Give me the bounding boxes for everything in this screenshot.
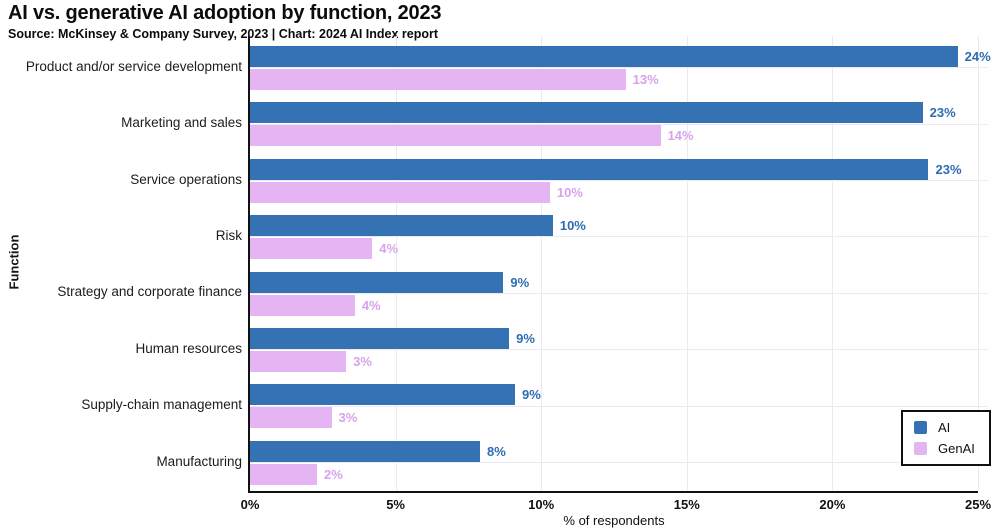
legend-label: AI bbox=[938, 420, 951, 435]
ai-value-label: 23% bbox=[935, 161, 962, 177]
y-gridline bbox=[250, 123, 988, 125]
legend-item-genai[interactable]: GenAI bbox=[914, 441, 975, 456]
genai-value-label: 2% bbox=[323, 466, 343, 482]
chart-subtitle: Source: McKinsey & Company Survey, 2023 … bbox=[8, 27, 439, 41]
category-label: Strategy and corporate finance bbox=[57, 284, 242, 300]
ai-value-label: 8% bbox=[487, 443, 506, 459]
ai-value-label: 23% bbox=[929, 105, 956, 121]
genai-value-label: 14% bbox=[667, 128, 694, 144]
y-gridline bbox=[250, 67, 988, 69]
legend-swatch-icon bbox=[914, 421, 927, 434]
bar-group: 9% 3% bbox=[250, 321, 978, 377]
ai-bar[interactable] bbox=[250, 158, 929, 180]
x-tick-label: 15% bbox=[673, 497, 700, 512]
x-tick-label: 5% bbox=[386, 497, 405, 512]
y-gridline bbox=[250, 180, 988, 181]
category-label: Human resources bbox=[135, 340, 242, 356]
bar-rows: 24% 13% 23% 14% 23% 10% 10% 4% 9% 4% 9% … bbox=[250, 39, 991, 490]
x-tick-label: 25% bbox=[964, 497, 992, 512]
x-axis-label: % of respondents bbox=[563, 513, 665, 528]
category-label: Service operations bbox=[130, 171, 242, 187]
category-axis: Product and/or service development Market… bbox=[0, 39, 242, 490]
ai-bar[interactable] bbox=[250, 271, 504, 293]
y-gridline bbox=[250, 349, 988, 351]
genai-value-label: 4% bbox=[361, 297, 381, 313]
ai-value-label: 9% bbox=[516, 330, 535, 346]
legend: AI GenAI bbox=[901, 410, 991, 466]
y-gridline bbox=[250, 462, 988, 463]
genai-bar[interactable] bbox=[250, 181, 550, 203]
ai-bar[interactable] bbox=[250, 327, 510, 349]
genai-value-label: 13% bbox=[632, 72, 659, 87]
x-tick-label: 0% bbox=[240, 497, 260, 512]
genai-value-label: 10% bbox=[556, 184, 583, 200]
category-label: Manufacturing bbox=[156, 453, 242, 469]
x-gridline bbox=[541, 36, 543, 491]
x-gridline bbox=[978, 36, 979, 491]
legend-label: GenAI bbox=[938, 441, 975, 456]
ai-bar[interactable] bbox=[250, 384, 515, 406]
ai-bar[interactable] bbox=[250, 102, 923, 124]
category-label: Risk bbox=[215, 227, 242, 243]
x-gridline bbox=[686, 36, 688, 491]
category-label: Marketing and sales bbox=[121, 115, 242, 131]
bar-group: 8% 2% bbox=[250, 434, 978, 490]
genai-value-label: 3% bbox=[338, 410, 358, 426]
genai-bar[interactable] bbox=[250, 125, 661, 147]
genai-bar[interactable] bbox=[250, 350, 347, 372]
bar-group: 9% 3% bbox=[250, 377, 978, 433]
ai-value-label: 24% bbox=[964, 49, 991, 64]
chart-title: AI vs. generative AI adoption by functio… bbox=[8, 2, 442, 24]
ai-value-label: 9% bbox=[521, 387, 541, 403]
y-gridline bbox=[250, 292, 988, 294]
genai-bar[interactable] bbox=[250, 463, 317, 485]
bar-group: 10% 4% bbox=[250, 208, 978, 264]
category-label: Supply-chain management bbox=[81, 397, 242, 413]
y-gridline bbox=[250, 236, 988, 238]
ai-bar[interactable] bbox=[250, 440, 481, 462]
bar-group: 9% 4% bbox=[250, 265, 978, 321]
genai-value-label: 3% bbox=[353, 353, 372, 369]
ai-bar[interactable] bbox=[250, 46, 958, 67]
x-tick-label: 10% bbox=[528, 497, 555, 512]
genai-bar[interactable] bbox=[250, 238, 373, 260]
genai-value-label: 4% bbox=[379, 241, 399, 257]
category-label: Product and/or service development bbox=[25, 58, 242, 74]
x-tick-label: 20% bbox=[819, 497, 846, 512]
bar-group: 23% 14% bbox=[250, 95, 978, 151]
genai-bar[interactable] bbox=[250, 407, 332, 429]
x-gridline bbox=[832, 36, 834, 491]
y-gridline bbox=[250, 405, 988, 407]
legend-item-ai[interactable]: AI bbox=[914, 420, 975, 435]
genai-bar[interactable] bbox=[250, 69, 626, 90]
genai-bar[interactable] bbox=[250, 294, 355, 316]
ai-value-label: 9% bbox=[510, 274, 530, 290]
bar-group: 24% 13% bbox=[250, 39, 991, 95]
ai-bar[interactable] bbox=[250, 215, 553, 237]
ai-value-label: 10% bbox=[559, 218, 586, 234]
legend-swatch-icon bbox=[914, 442, 927, 455]
plot-area: 24% 13% 23% 14% 23% 10% 10% 4% 9% 4% 9% … bbox=[241, 36, 991, 528]
x-gridline bbox=[395, 36, 397, 491]
bar-group: 23% 10% bbox=[250, 152, 978, 208]
